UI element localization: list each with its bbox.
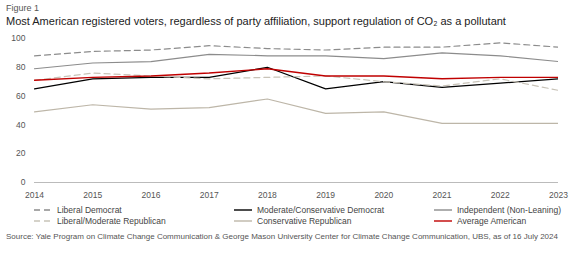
html-text:Conservative Republican: Conservative Republican (257, 216, 352, 226)
svg-text:20: 20 (16, 148, 26, 158)
html-text:Liberal/Moderate Republican: Liberal/Moderate Republican (57, 216, 166, 226)
html-text:Average American: Average American (457, 216, 527, 226)
svg-text:2017: 2017 (200, 190, 219, 200)
svg-text:40: 40 (16, 120, 26, 130)
svg-text:2018: 2018 (258, 190, 277, 200)
svg-text:2015: 2015 (83, 190, 102, 200)
svg-text:2016: 2016 (141, 190, 160, 200)
html-text:Figure 1: Figure 1 (6, 3, 39, 13)
svg-text:60: 60 (16, 91, 26, 101)
svg-text:80: 80 (16, 62, 26, 72)
svg-text:2014: 2014 (25, 190, 44, 200)
svg-text:2019: 2019 (316, 190, 335, 200)
html-text:Source: Yale Program on Climat: Source: Yale Program on Climate Change C… (6, 232, 558, 241)
html-text:Liberal Democrat: Liberal Democrat (57, 205, 122, 215)
svg-text:100: 100 (11, 33, 25, 43)
svg-text:2021: 2021 (433, 190, 452, 200)
html-text:Moderate/Conservative Democrat: Moderate/Conservative Democrat (257, 205, 385, 215)
svg-text:2022: 2022 (491, 190, 510, 200)
svg-text:0: 0 (21, 177, 26, 187)
html-text:Independent (Non-Leaning): Independent (Non-Leaning) (457, 205, 561, 215)
svg-text:2023: 2023 (549, 190, 568, 200)
svg-text:2020: 2020 (374, 190, 393, 200)
html-text:Most American registered voter: Most American registered voters, regardl… (6, 15, 506, 27)
